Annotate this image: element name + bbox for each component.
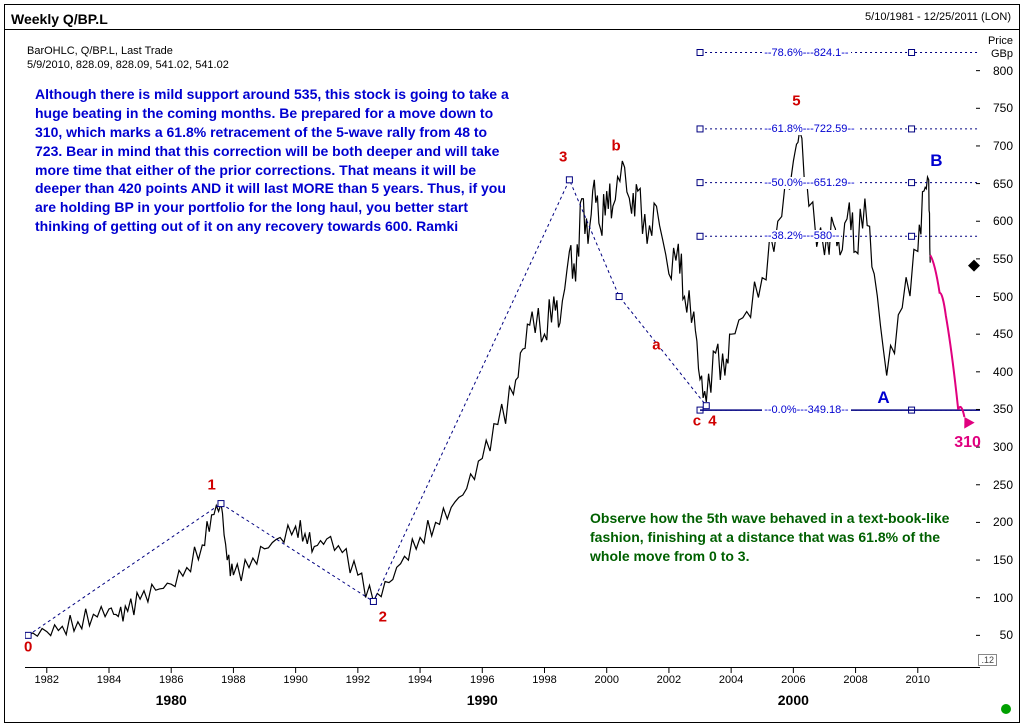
y-tick: 800 bbox=[993, 64, 1013, 78]
x-tick: 1988 bbox=[221, 674, 245, 686]
wave-label: 1 bbox=[207, 476, 215, 493]
y-tick: 500 bbox=[993, 290, 1013, 304]
chart-title: Weekly Q/BP.L bbox=[11, 11, 108, 27]
wave-label: 4 bbox=[708, 412, 716, 429]
wave-label: 0 bbox=[24, 638, 32, 655]
x-axis bbox=[25, 667, 980, 668]
wave-label: 2 bbox=[379, 608, 387, 625]
y-tick: 100 bbox=[993, 591, 1013, 605]
x-tick: 2002 bbox=[657, 674, 681, 686]
x-tick: 1992 bbox=[346, 674, 370, 686]
y-tick: 750 bbox=[993, 101, 1013, 115]
x-tick: 1982 bbox=[35, 674, 59, 686]
y-tick: 150 bbox=[993, 553, 1013, 567]
fib-label: --0.0%---349.18-- bbox=[762, 404, 850, 416]
wave-label: b bbox=[611, 137, 620, 154]
x-tick: 1986 bbox=[159, 674, 183, 686]
fib-label: --78.6%---824.1-- bbox=[762, 47, 850, 59]
y-tick: 450 bbox=[993, 327, 1013, 341]
y-tick: 50 bbox=[1000, 628, 1013, 642]
y-tick: 350 bbox=[993, 402, 1013, 416]
y-tick: 650 bbox=[993, 177, 1013, 191]
wave-label: 3 bbox=[559, 149, 567, 166]
date-range: 5/10/1981 - 12/25/2011 (LON) bbox=[865, 11, 1011, 23]
wave-label-blue: B bbox=[930, 151, 942, 171]
decade-label: 1980 bbox=[156, 692, 187, 708]
chart-frame: Weekly Q/BP.L 5/10/1981 - 12/25/2011 (LO… bbox=[4, 4, 1020, 723]
x-tick: 1994 bbox=[408, 674, 432, 686]
x-tick: 1996 bbox=[470, 674, 494, 686]
x-tick: 1984 bbox=[97, 674, 121, 686]
wave-label: a bbox=[652, 337, 660, 354]
x-tick: 2008 bbox=[843, 674, 867, 686]
x-tick: 2004 bbox=[719, 674, 743, 686]
y-tick: 600 bbox=[993, 214, 1013, 228]
x-tick: 2006 bbox=[781, 674, 805, 686]
scroll-indicator: .12 bbox=[978, 654, 997, 666]
fib-label: --61.8%---722.59-- bbox=[762, 123, 856, 135]
y-tick: 700 bbox=[993, 139, 1013, 153]
title-divider bbox=[5, 29, 1019, 30]
y-tick: 250 bbox=[993, 478, 1013, 492]
y-tick: 400 bbox=[993, 365, 1013, 379]
wave-label-blue: A bbox=[877, 388, 889, 408]
y-tick: 550 bbox=[993, 252, 1013, 266]
x-tick: 1990 bbox=[283, 674, 307, 686]
y-tick: 300 bbox=[993, 440, 1013, 454]
x-tick: 1998 bbox=[532, 674, 556, 686]
fib-label: --50.0%---651.29-- bbox=[762, 177, 856, 189]
y-tick: 200 bbox=[993, 515, 1013, 529]
x-tick: 2000 bbox=[594, 674, 618, 686]
y-axis-unit: PriceGBp bbox=[988, 35, 1013, 61]
decade-label: 2000 bbox=[778, 692, 809, 708]
status-dot-icon bbox=[1001, 704, 1011, 714]
wave-label: c bbox=[693, 412, 701, 429]
fib-label: --38.2%---580-- bbox=[762, 230, 841, 242]
decade-label: 1990 bbox=[467, 692, 498, 708]
projection-target-label: 310 bbox=[954, 434, 981, 452]
x-tick: 2010 bbox=[906, 674, 930, 686]
wave-label: 5 bbox=[792, 92, 800, 109]
